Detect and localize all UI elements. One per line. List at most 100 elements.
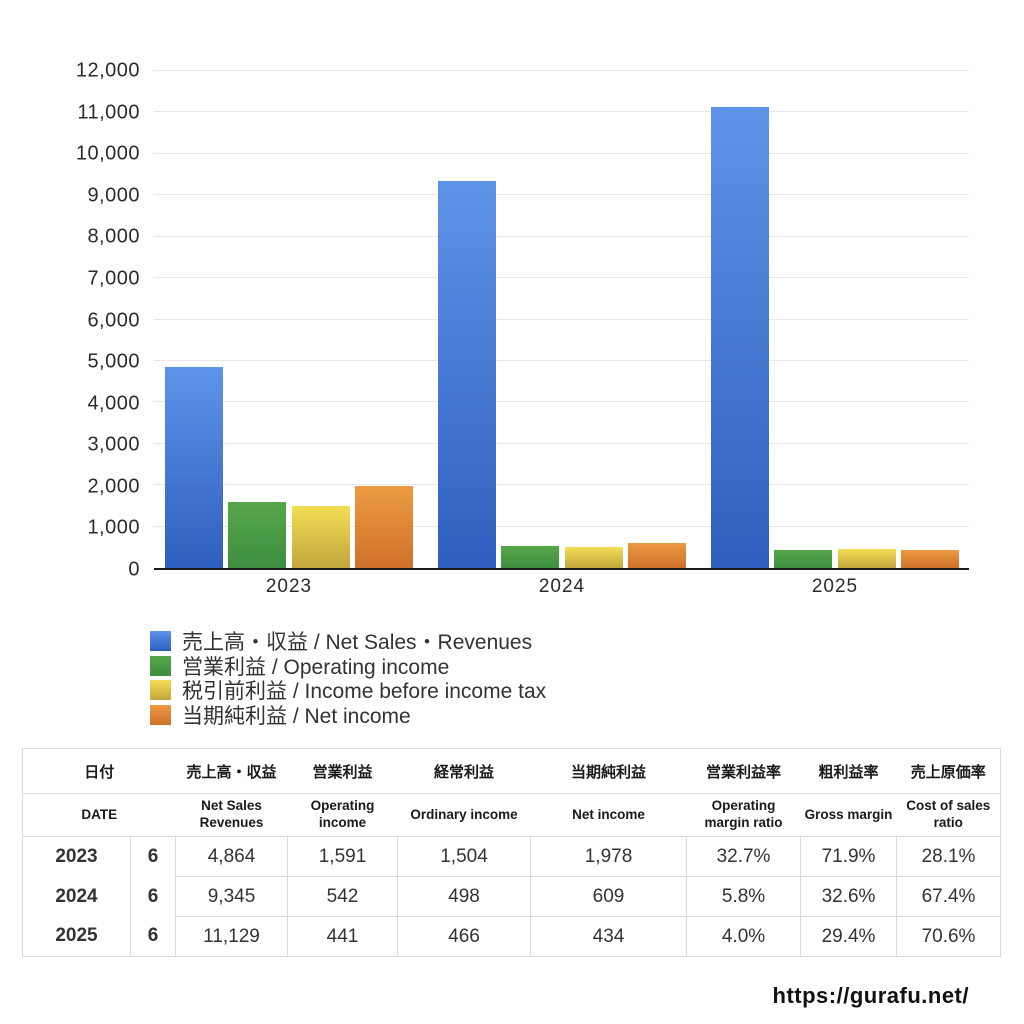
legend-label: 売上高・収益 / Net Sales・Revenues	[182, 631, 533, 655]
cell-cost-of-sales: 67.4%	[896, 876, 1001, 917]
col-header-operating-margin-jp: 営業利益率	[686, 748, 801, 794]
cell-gross-margin: 71.9%	[800, 836, 897, 877]
cell-ordinary-income: 466	[397, 916, 531, 957]
y-axis-tick-label: 9,000	[87, 184, 140, 207]
cell-month: 6	[129, 836, 176, 877]
bar-series0-2025	[711, 107, 769, 568]
col-header-net-sales-en: Net Sales Revenues	[175, 793, 288, 837]
cell-ordinary-income: 498	[397, 876, 531, 917]
gridline	[154, 277, 969, 279]
y-axis-tick-label: 11,000	[77, 101, 140, 124]
col-header-ordinary-income-en: Ordinary income	[397, 793, 531, 837]
legend-swatch-orange-icon	[150, 704, 171, 725]
gridline	[154, 111, 969, 113]
gridline	[154, 235, 969, 237]
bar-series3-2023	[354, 486, 413, 568]
col-header-operating-income-en: Operating income	[287, 793, 398, 837]
bar-chart: 0 1,000 2,000 3,000 4,000 5,000 6,000 7,000 8,00…	[75, 59, 969, 597]
col-header-net-income-en: Net income	[530, 793, 687, 837]
bar-group-2025	[711, 71, 959, 568]
table-row: 2025 6 11,129 441 466 434 4.0% 29.4% 70.…	[23, 916, 1001, 957]
bar-group-2023	[165, 71, 413, 568]
legend-label: 税引前利益 / Income before income tax	[182, 680, 547, 704]
bar-group-2024	[438, 71, 686, 568]
bar-series0-2023	[165, 366, 223, 568]
cell-operating-income: 542	[287, 876, 398, 917]
y-axis-tick-label: 7,000	[87, 267, 140, 290]
bar-series1-2024	[501, 545, 560, 568]
cell-cost-of-sales: 28.1%	[896, 836, 1001, 877]
y-axis-tick-label: 5,000	[87, 350, 140, 373]
bar-series3-2025	[900, 550, 959, 568]
gridline	[154, 442, 969, 444]
gridline	[154, 70, 969, 71]
y-axis-tick-label: 4,000	[87, 392, 140, 415]
cell-net-sales: 9,345	[175, 876, 288, 917]
gridline	[154, 359, 969, 361]
col-header-gross-margin-jp: 粗利益率	[800, 748, 897, 794]
col-header-date-jp: 日付	[22, 748, 176, 794]
x-axis-label-2024: 2024	[538, 576, 586, 597]
legend-label: 当期純利益 / Net income	[182, 704, 411, 728]
x-axis-label-2025: 2025	[811, 576, 859, 597]
cell-net-income: 609	[530, 876, 687, 917]
table-header-english: DATE Net Sales Revenues Operating income…	[22, 793, 1001, 837]
gridline	[154, 318, 969, 320]
col-header-date-en: DATE	[22, 793, 176, 837]
bar-series0-2024	[438, 180, 496, 568]
legend-label: 営業利益 / Operating income	[182, 655, 450, 679]
cell-operating-margin: 32.7%	[686, 836, 801, 877]
legend-item-net-income: 当期純利益 / Net income	[150, 703, 546, 728]
bar-series2-2023	[291, 505, 350, 568]
chart-legend: 売上高・収益 / Net Sales・Revenues 営業利益 / Opera…	[150, 629, 546, 728]
cell-year: 2023	[55, 845, 98, 867]
legend-item-income-before-tax: 税引前利益 / Income before income tax	[150, 678, 546, 703]
cell-month: 6	[129, 876, 176, 917]
y-axis-tick-label: 0	[128, 558, 140, 581]
table-row: 2023 6 4,864 1,591 1,504 1,978 32.7% 71.…	[23, 836, 1001, 877]
x-axis-label-2023: 2023	[265, 576, 313, 597]
cell-cost-of-sales: 70.6%	[896, 916, 1001, 957]
bar-series2-2024	[564, 547, 623, 568]
financial-data-table: 日付 売上高・収益 営業利益 経常利益 当期純利益 営業利益率 粗利益率 売上原…	[22, 748, 1002, 957]
legend-item-net-sales: 売上高・収益 / Net Sales・Revenues	[150, 629, 546, 654]
col-header-cost-of-sales-jp: 売上原価率	[896, 748, 1001, 794]
gridline	[154, 152, 969, 154]
chart-plot-area	[154, 70, 969, 570]
gridline	[154, 484, 969, 486]
gridline	[154, 525, 969, 527]
legend-swatch-yellow-icon	[150, 680, 171, 701]
bar-series1-2025	[774, 549, 833, 568]
y-axis-tick-label: 1,000	[87, 516, 140, 539]
cell-operating-income: 441	[287, 916, 398, 957]
gridline	[154, 401, 969, 403]
cell-gross-margin: 32.6%	[800, 876, 897, 917]
col-header-operating-margin-en: Operating margin ratio	[686, 793, 801, 837]
cell-operating-margin: 4.0%	[686, 916, 801, 957]
cell-gross-margin: 29.4%	[800, 916, 897, 957]
col-header-cost-of-sales-en: Cost of sales ratio	[896, 793, 1001, 837]
cell-year: 2024	[55, 885, 98, 907]
y-axis-tick-label: 12,000	[75, 59, 140, 82]
y-axis-tick-label: 8,000	[87, 225, 140, 248]
bar-series1-2023	[228, 502, 287, 568]
cell-operating-margin: 5.8%	[686, 876, 801, 917]
cell-net-sales: 4,864	[175, 836, 288, 877]
bar-series3-2024	[627, 542, 686, 568]
bar-series2-2025	[837, 548, 896, 568]
cell-ordinary-income: 1,504	[397, 836, 531, 877]
legend-swatch-green-icon	[150, 655, 171, 676]
table-row: 2024 6 9,345 542 498 609 5.8% 32.6% 67.4…	[23, 876, 1001, 917]
cell-net-sales: 11,129	[175, 916, 288, 957]
legend-swatch-blue-icon	[150, 631, 171, 652]
y-axis-tick-label: 2,000	[87, 475, 140, 498]
y-axis-tick-label: 6,000	[87, 309, 140, 331]
cell-year: 2025	[55, 925, 98, 947]
y-axis-tick-label: 3,000	[87, 433, 140, 456]
source-url-text: https://gurafu.net/	[772, 983, 969, 1008]
col-header-ordinary-income-jp: 経常利益	[397, 748, 531, 794]
col-header-net-sales-jp: 売上高・収益	[175, 748, 288, 794]
cell-month: 6	[129, 916, 176, 957]
col-header-net-income-jp: 当期純利益	[530, 748, 687, 794]
